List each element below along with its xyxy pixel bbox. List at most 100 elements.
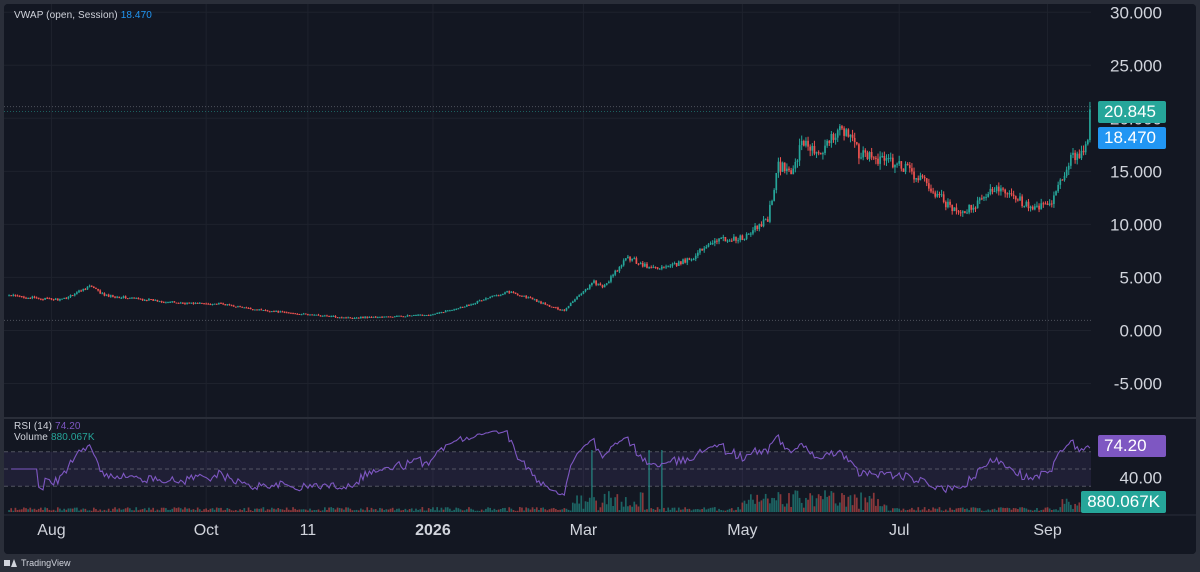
- candle-body: [1029, 206, 1032, 209]
- volume-bar: [332, 508, 335, 512]
- volume-bar: [817, 494, 820, 512]
- volume-bar: [355, 509, 358, 512]
- volume-bar: [190, 509, 193, 512]
- candle-body: [819, 153, 822, 155]
- volume-bar: [307, 510, 309, 512]
- candle-body: [332, 315, 335, 317]
- candle-body: [29, 297, 32, 299]
- candle-body: [597, 283, 600, 285]
- candle-body: [741, 235, 744, 240]
- candle-body: [160, 301, 163, 303]
- volume-bar: [627, 506, 629, 512]
- candle-body: [171, 301, 174, 303]
- volume-bar: [644, 509, 646, 512]
- candle-body: [495, 295, 498, 297]
- volume-bar: [237, 510, 239, 512]
- volume-bar: [368, 510, 371, 512]
- volume-bar: [277, 508, 280, 512]
- volume-bar: [1076, 505, 1079, 512]
- volume-bar: [194, 510, 197, 512]
- volume-bar: [1014, 508, 1017, 512]
- volume-bar: [849, 495, 852, 512]
- volume-bar: [118, 508, 121, 512]
- volume-bar: [393, 510, 396, 512]
- candle-body: [724, 237, 727, 242]
- volume-bar: [864, 497, 867, 512]
- candle-body: [576, 296, 578, 300]
- candle-body: [951, 204, 954, 212]
- candle-body: [1063, 175, 1066, 181]
- volume-bar: [523, 510, 525, 512]
- candle-body: [692, 258, 695, 260]
- volume-bar: [535, 507, 538, 512]
- volume-bar: [716, 510, 718, 512]
- volume-bar: [497, 509, 500, 512]
- volume-bar: [1029, 509, 1032, 512]
- candle-body: [419, 314, 422, 316]
- candle-body: [413, 314, 415, 316]
- brand-footer[interactable]: TradingView: [4, 556, 71, 570]
- candle-body: [268, 311, 271, 313]
- volume-bar: [148, 507, 150, 512]
- volume-bar: [550, 508, 553, 512]
- volume-bar: [783, 506, 786, 512]
- volume-bar: [667, 507, 670, 512]
- volume-bar: [186, 508, 188, 512]
- candle-body: [531, 297, 534, 300]
- rsi-legend[interactable]: RSI (14) 74.20: [14, 421, 84, 432]
- candle-body: [116, 296, 118, 298]
- volume-bar: [826, 496, 828, 512]
- candle-body: [1086, 140, 1089, 145]
- candle-body: [237, 306, 239, 308]
- volume-bar: [684, 507, 686, 512]
- volume-bar: [131, 510, 133, 512]
- volume-bar: [298, 509, 301, 512]
- candle-body: [629, 256, 631, 261]
- candle-body: [565, 308, 568, 311]
- volume-bar: [955, 508, 958, 512]
- candle-body: [465, 304, 468, 307]
- volume-bar: [557, 510, 559, 512]
- volume-bar: [48, 509, 51, 512]
- candle-body: [932, 191, 934, 193]
- volume-bar: [1038, 510, 1040, 512]
- volume-bar: [997, 507, 1000, 512]
- volume-bar: [406, 510, 409, 512]
- volume-bar: [304, 509, 307, 512]
- vwap-legend[interactable]: VWAP (open, Session) 18.470: [14, 10, 155, 21]
- candle-body: [438, 312, 441, 314]
- price-chart[interactable]: 30.00025.00020.00015.00010.0005.0000.000…: [4, 4, 1196, 554]
- volume-bar: [951, 509, 954, 512]
- candle-body: [1059, 179, 1062, 185]
- candle-body: [781, 162, 784, 172]
- volume-bar: [618, 510, 621, 512]
- volume-bar: [682, 509, 684, 512]
- candle-body: [489, 296, 492, 299]
- volume-bar: [1010, 509, 1013, 512]
- candle-body: [67, 296, 70, 299]
- volume-bar: [741, 502, 744, 512]
- volume-bar: [919, 510, 922, 512]
- candle-body: [135, 297, 138, 299]
- volume-bar: [1040, 510, 1043, 512]
- volume-bar: [205, 508, 208, 512]
- volume-bar: [968, 510, 970, 512]
- price-axis-tick: 10.000: [1110, 215, 1162, 234]
- candle-body: [639, 263, 642, 265]
- candle-body: [866, 152, 869, 159]
- volume-bar: [137, 510, 140, 512]
- volume-legend[interactable]: Volume 880.067K: [14, 432, 98, 443]
- candle-body: [298, 314, 301, 316]
- volume-bar: [1055, 509, 1057, 512]
- volume-bar: [182, 509, 184, 512]
- candle-body: [940, 194, 943, 196]
- candle-body: [56, 298, 59, 301]
- candle-body: [1014, 196, 1017, 200]
- volume-bar: [315, 510, 318, 512]
- volume-bar: [580, 495, 583, 512]
- candle-body: [875, 157, 877, 159]
- volume-bar: [1078, 502, 1081, 512]
- volume-bar: [559, 509, 561, 512]
- candle-body: [773, 190, 776, 201]
- candle-body: [175, 302, 178, 304]
